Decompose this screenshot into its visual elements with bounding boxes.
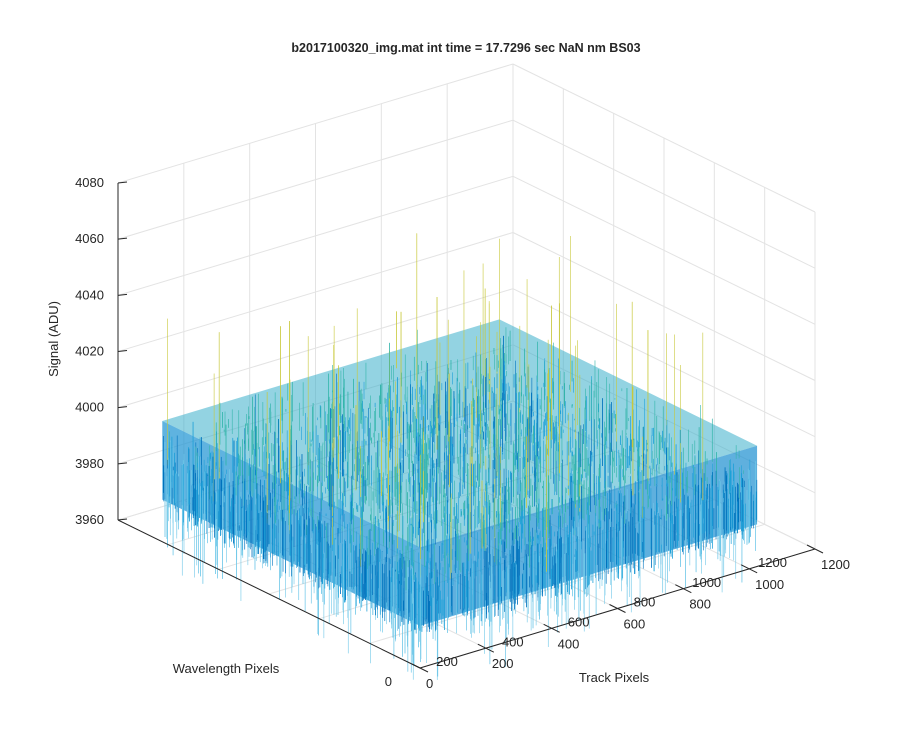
z-tick-label: 3980 (75, 456, 104, 471)
grid-line (512, 288, 816, 438)
tick-labels: 0200400600800100012000200400600800100012… (75, 175, 850, 691)
y-tick (419, 667, 429, 673)
x-tick (477, 643, 487, 649)
x-tick (609, 604, 618, 609)
x-tick-label: 1200 (821, 557, 850, 572)
z-tick-label: 4040 (75, 287, 104, 302)
y-tick (814, 548, 824, 554)
x-tick-label: 0 (426, 676, 433, 691)
grid-line (117, 63, 514, 184)
grid-line (117, 175, 514, 296)
x-tick (543, 623, 552, 629)
z-tick (117, 462, 128, 465)
y-axis-label: Wavelength Pixels (173, 661, 280, 676)
grid-line (117, 119, 514, 240)
z-tick-label: 4020 (75, 344, 104, 359)
grid-line (512, 232, 816, 381)
z-tick (117, 181, 128, 184)
z-tick (117, 518, 128, 521)
grid-line (512, 119, 816, 269)
x-tick-label: 400 (558, 636, 580, 651)
y-tick-label: 1200 (758, 555, 787, 570)
y-tick (617, 608, 626, 613)
y-tick-label: 800 (634, 595, 656, 610)
chart-title: b2017100320_img.mat int time = 17.7296 s… (291, 41, 640, 55)
x-axis-label: Track Pixels (579, 670, 650, 685)
z-tick (117, 350, 128, 352)
z-tick-label: 4080 (75, 175, 104, 190)
x-tick-label: 600 (624, 617, 646, 632)
y-tick (551, 627, 560, 633)
axes (117, 181, 824, 673)
z-tick (117, 293, 128, 296)
y-tick (485, 647, 495, 653)
z-axis-label: Signal (ADU) (46, 301, 61, 377)
grid-line (117, 232, 514, 352)
y-tick-label: 1000 (692, 575, 721, 590)
y-tick-label: 200 (436, 654, 458, 669)
x-tick-label: 1000 (755, 577, 784, 592)
x-tick (675, 584, 684, 590)
x-tick-label: 800 (689, 597, 711, 612)
y-tick (683, 588, 692, 594)
surface-top-fill (162, 319, 758, 548)
surface-plot (162, 233, 758, 680)
x-tick (740, 564, 750, 570)
z-tick-label: 4000 (75, 400, 104, 415)
z-tick (117, 237, 128, 240)
x-tick-label: 200 (492, 656, 514, 671)
y-tick-label: 600 (568, 615, 590, 630)
y-axis-line (117, 519, 421, 669)
grid-line (117, 288, 514, 409)
y-tick-label: 0 (385, 674, 392, 689)
y-tick (748, 568, 758, 574)
grid-line (512, 175, 816, 325)
x-tick (411, 663, 421, 669)
z-tick-label: 4060 (75, 231, 104, 246)
z-tick (117, 406, 128, 409)
grid-line (512, 63, 816, 213)
z-tick-label: 3960 (75, 512, 104, 527)
x-tick (806, 544, 816, 550)
y-tick-label: 400 (502, 634, 524, 649)
